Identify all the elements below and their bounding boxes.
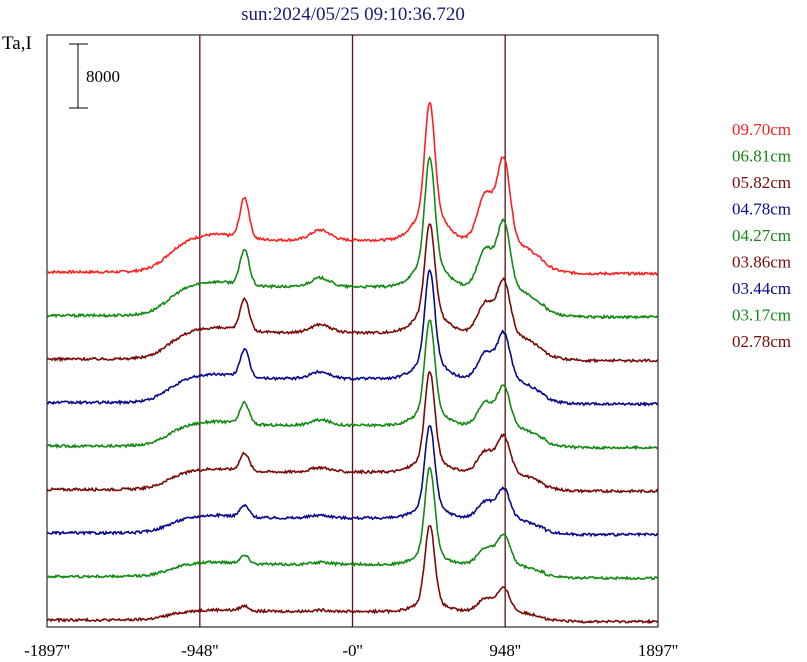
legend-label: 06.81cm: [732, 147, 791, 166]
legend-label: 04.78cm: [732, 200, 791, 219]
legend-label: 03.44cm: [732, 279, 791, 298]
series-line-02.78cm: [46, 525, 659, 625]
x-tick-label: -0'': [342, 641, 362, 660]
scale-bar: 8000: [69, 43, 120, 109]
scale-bar-label: 8000: [86, 67, 120, 86]
series-line-03.86cm: [46, 370, 659, 494]
chart-title: sun:2024/05/25 09:10:36.720: [241, 4, 465, 25]
legend-label: 03.17cm: [732, 306, 791, 325]
series-line-04.27cm: [46, 319, 659, 451]
legend-label: 04.27cm: [732, 226, 791, 245]
legend-label: 02.78cm: [732, 332, 791, 351]
x-tick-label: -1897'': [24, 641, 70, 660]
x-tick-label: 948'': [489, 641, 521, 660]
y-axis-label: Ta,I: [2, 33, 32, 54]
x-axis-ticks: -1897'' -948'' -0'' 948'' 1897'': [24, 641, 678, 660]
legend: 09.70cm 06.81cm 05.82cm 04.78cm 04.27cm 03.86…: [732, 120, 791, 351]
series-line-03.17cm: [46, 466, 659, 581]
legend-label: 05.82cm: [732, 173, 791, 192]
x-tick-label: -948'': [181, 641, 218, 660]
legend-label: 09.70cm: [732, 120, 791, 139]
series-line-09.70cm: [46, 101, 659, 277]
vertical-reference-lines: [199, 35, 506, 627]
series-line-03.44cm: [46, 425, 659, 538]
series-line-06.81cm: [46, 155, 659, 320]
series-line-05.82cm: [46, 223, 659, 364]
series-line-04.78cm: [46, 268, 659, 408]
x-tick-label: 1897'': [638, 641, 678, 660]
legend-label: 03.86cm: [732, 253, 791, 272]
series-group: [46, 101, 659, 625]
